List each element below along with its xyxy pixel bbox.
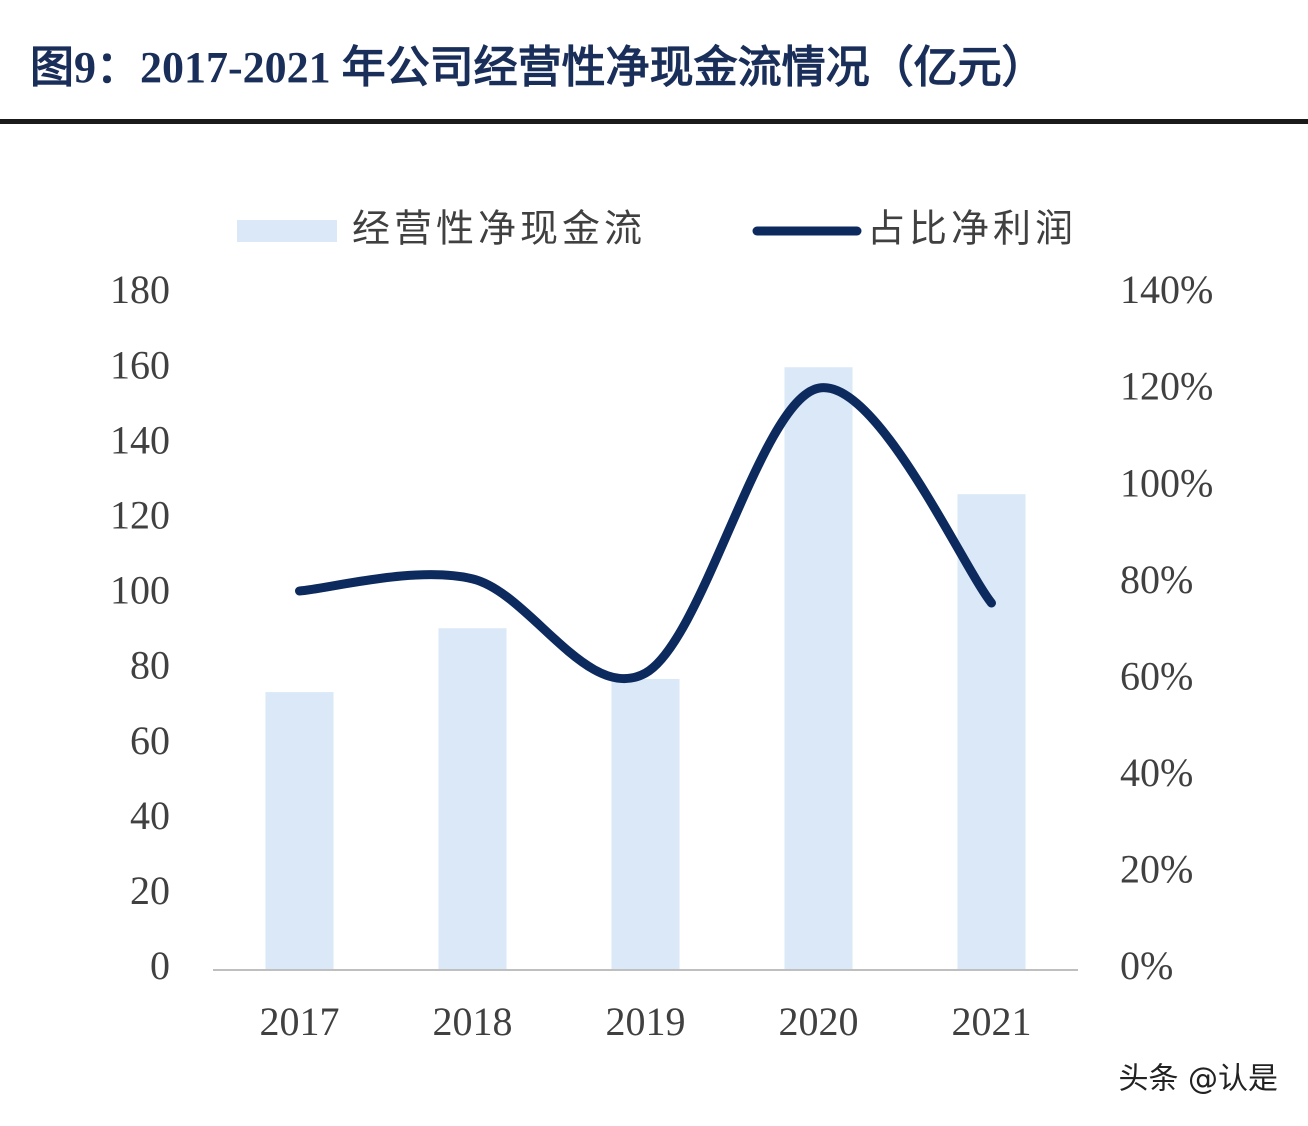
y2-tick-label: 40% bbox=[1120, 750, 1193, 795]
title-rule bbox=[0, 119, 1308, 124]
x-tick-label: 2020 bbox=[779, 999, 859, 1044]
y-tick-label: 40 bbox=[130, 793, 170, 838]
y2-tick-label: 80% bbox=[1120, 557, 1193, 602]
x-tick-label: 2017 bbox=[260, 999, 340, 1044]
y2-tick-label: 60% bbox=[1120, 653, 1193, 698]
y-tick-label: 60 bbox=[130, 718, 170, 763]
bar bbox=[265, 692, 334, 970]
y2-tick-label: 0% bbox=[1120, 943, 1173, 988]
y-tick-label: 180 bbox=[110, 267, 170, 312]
y2-tick-label: 120% bbox=[1120, 364, 1213, 409]
chart-title: 图9：2017-2021 年公司经营性净现金流情况（亿元） bbox=[30, 43, 1046, 92]
y-tick-label: 120 bbox=[110, 493, 170, 538]
y2-tick-label: 140% bbox=[1120, 267, 1213, 312]
y-tick-label: 0 bbox=[150, 943, 170, 988]
legend-swatch bbox=[237, 220, 337, 242]
y-tick-label: 160 bbox=[110, 342, 170, 387]
y-tick-label: 80 bbox=[130, 643, 170, 688]
y-tick-label: 20 bbox=[130, 868, 170, 913]
y-tick-label: 100 bbox=[110, 568, 170, 613]
watermark: 头条 @认是 bbox=[1118, 1062, 1278, 1097]
legend-label: 经营性净现金流 bbox=[352, 207, 646, 251]
bar bbox=[611, 678, 680, 970]
y2-tick-label: 100% bbox=[1120, 460, 1213, 505]
y2-tick-label: 20% bbox=[1120, 847, 1193, 892]
x-tick-label: 2019 bbox=[606, 999, 686, 1044]
y-tick-label: 140 bbox=[110, 417, 170, 462]
x-tick-label: 2021 bbox=[952, 999, 1032, 1044]
legend-label: 占比净利润 bbox=[867, 207, 1077, 251]
x-tick-label: 2018 bbox=[433, 999, 513, 1044]
bar bbox=[784, 367, 853, 970]
bar bbox=[438, 628, 507, 970]
line bbox=[295, 383, 996, 684]
